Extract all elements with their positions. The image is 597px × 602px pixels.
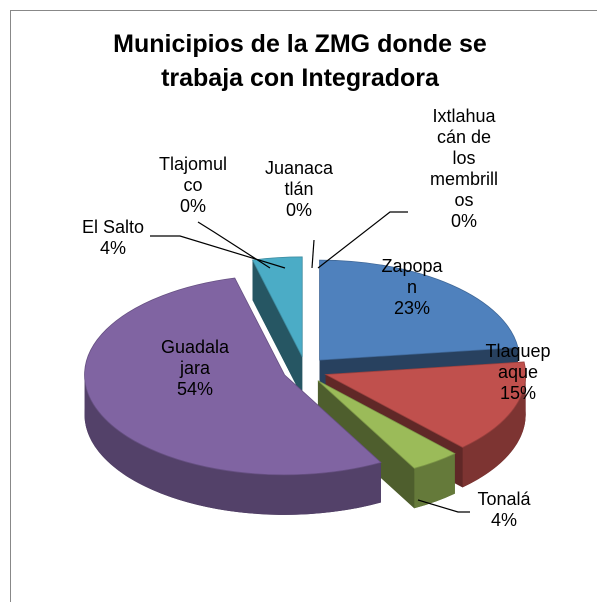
slice-tops [84, 256, 527, 476]
leader-line [311, 239, 315, 269]
leader-line [197, 221, 271, 269]
data-label-value: 0% [451, 211, 477, 231]
data-label-name: El Salto [82, 217, 144, 237]
slice-side [84, 374, 381, 515]
data-label-name: Guadala jara [161, 337, 230, 378]
data-label-name: Tlajomul co [159, 154, 227, 195]
data-label-value: 0% [286, 200, 312, 220]
leader-line [317, 211, 408, 269]
data-label-name: Juanaca tlán [265, 158, 334, 199]
slice-wall [252, 260, 303, 397]
slice [319, 259, 519, 361]
data-label-name: Tlaquep aque [485, 341, 550, 382]
slice-side [462, 374, 526, 488]
data-label-value: 4% [491, 510, 517, 530]
slice-side [414, 453, 455, 509]
slice [324, 361, 527, 448]
slice [84, 277, 382, 476]
data-label-value: 23% [394, 298, 430, 318]
leader-lines [150, 211, 470, 513]
data-label-value: 0% [180, 196, 206, 216]
leader-line [150, 235, 286, 269]
data-label-name: Ixtlahua cán de los membrill os [430, 106, 498, 210]
pie [84, 256, 527, 515]
data-label-value: 4% [100, 238, 126, 258]
slice [251, 256, 303, 358]
leader-line [417, 499, 470, 513]
data-label-value: 54% [177, 379, 213, 399]
data-label-value: 15% [500, 383, 536, 403]
slice [317, 380, 456, 469]
slice-wall [317, 380, 415, 509]
data-label-name: Zapopa n [381, 256, 443, 297]
chart-title: Municipios de la ZMG donde se trabaja con… [113, 30, 487, 92]
data-label-name: Tonalá [477, 489, 531, 509]
